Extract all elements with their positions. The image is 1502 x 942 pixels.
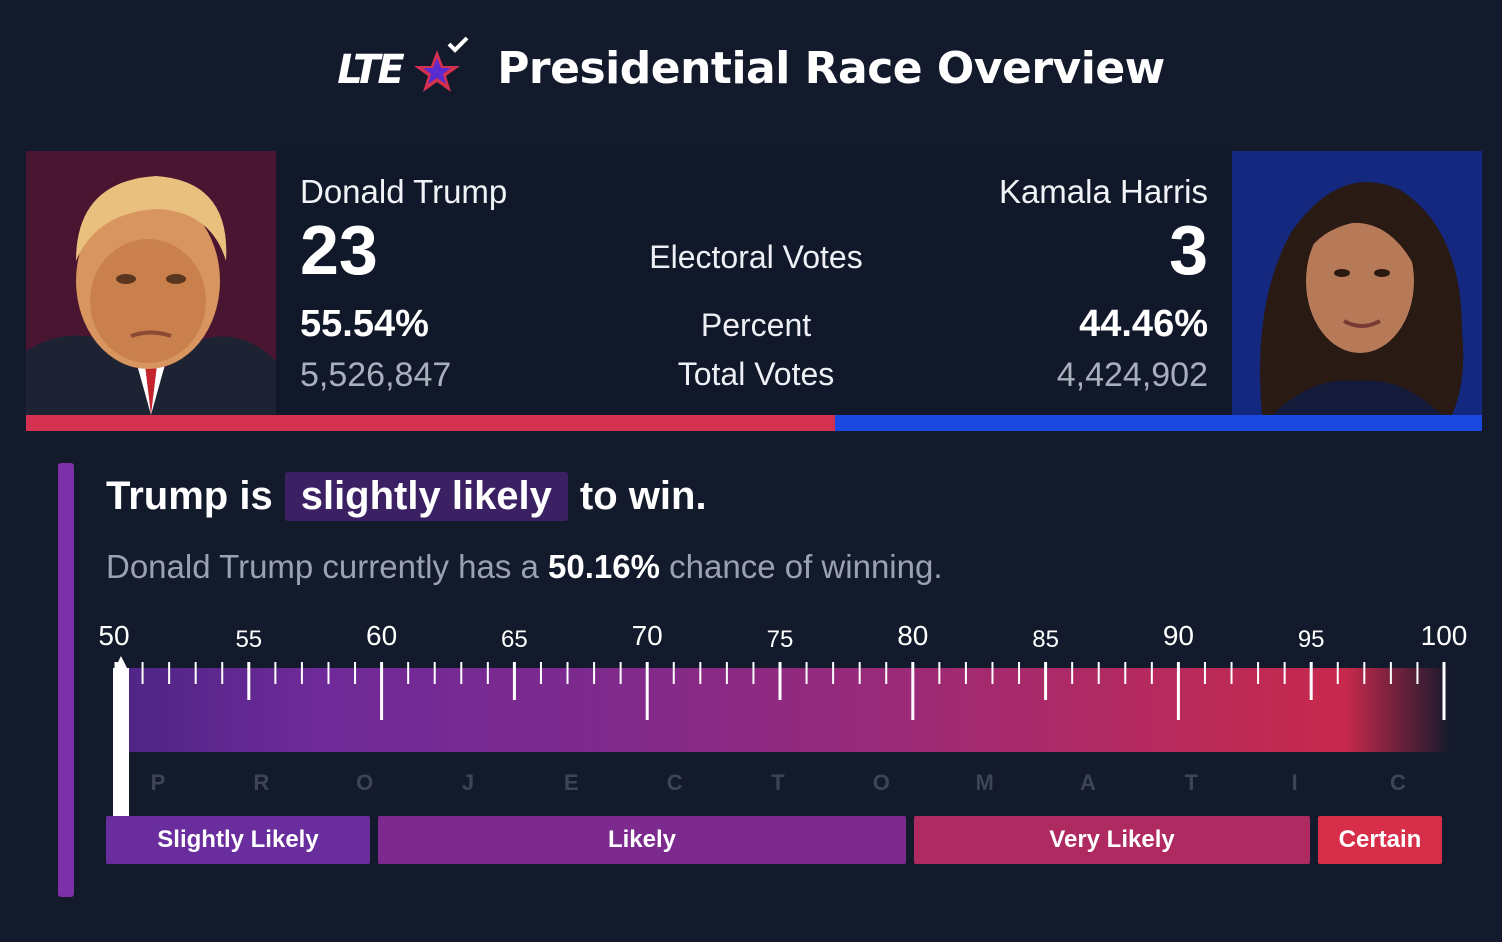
watermark-letter: A	[1080, 770, 1096, 795]
range-very-likely: Very Likely	[914, 816, 1310, 864]
probability-gauge	[116, 668, 1452, 752]
harris-stats: Kamala Harris 3 44.46% 4,424,902	[808, 151, 1208, 415]
watermark-letter: J	[461, 770, 475, 795]
tick-label-70: 70	[631, 620, 663, 651]
range-likely: Likely	[378, 816, 906, 864]
lte-logo: LTE	[337, 36, 473, 100]
watermark-letter: O	[872, 770, 890, 795]
page-header: LTE Presidential Race Overview	[0, 28, 1502, 108]
range-slightly-likely: Slightly Likely	[106, 816, 370, 864]
win-chance-value: 50.16%	[548, 548, 660, 585]
logo-text: LTE	[337, 47, 405, 93]
vote-split-bar	[26, 415, 1482, 431]
trump-electoral-votes: 23	[300, 211, 378, 289]
watermark-letter: E	[563, 770, 579, 795]
percent-label: Percent	[700, 307, 812, 343]
watermark-letter: R	[253, 770, 270, 795]
chance-marker-tip	[114, 656, 129, 670]
watermark-letter: I	[1291, 770, 1298, 795]
headline-likelihood: slightly likely	[284, 472, 568, 521]
watermark-letter: C	[1390, 770, 1406, 795]
range-certain: Certain	[1318, 816, 1442, 864]
watermark-letter: C	[666, 770, 683, 795]
candidates-panel: Donald Trump 23 55.54% 5,526,847 Elector…	[26, 151, 1482, 415]
page-title: Presidential Race Overview	[497, 42, 1165, 94]
watermark-letter: M	[975, 770, 994, 795]
section-accent-bar	[58, 463, 74, 897]
harris-total-votes: 4,424,902	[1056, 356, 1208, 394]
electoral-votes-label: Electoral Votes	[649, 239, 863, 275]
tick-label-60: 60	[366, 620, 398, 651]
tick-label-75: 75	[766, 626, 794, 653]
trump-name: Donald Trump	[300, 173, 508, 210]
tick-label-55: 55	[235, 626, 263, 653]
watermark-letter: O	[356, 770, 374, 795]
watermark-letter: P	[150, 770, 166, 795]
chance-marker	[113, 668, 130, 816]
trump-portrait-icon	[26, 151, 276, 415]
win-chance-suffix: chance of winning.	[659, 548, 943, 585]
total-votes-label: Total Votes	[677, 356, 835, 392]
projection-headline: Trump is slightly likely to win.	[106, 472, 707, 521]
harris-portrait-icon	[1232, 151, 1482, 415]
trump-share-bar	[26, 415, 835, 431]
win-chance-prefix: Donald Trump currently has a	[106, 548, 549, 585]
watermark-letter: T	[771, 770, 785, 795]
tick-label-80: 80	[897, 620, 929, 651]
win-chance-text: Donald Trump currently has a 50.16% chan…	[106, 548, 943, 586]
watermark-letter: T	[1184, 770, 1199, 795]
tick-label-50: 50	[98, 620, 130, 651]
tick-label-95: 95	[1297, 626, 1325, 653]
harris-share-bar	[834, 415, 1482, 431]
tick-label-90: 90	[1162, 620, 1194, 651]
tick-label-100: 100	[1420, 620, 1468, 651]
harris-percent: 44.46%	[1079, 303, 1208, 345]
tick-label-85: 85	[1032, 626, 1059, 653]
headline-suffix: to win.	[579, 474, 707, 518]
trump-stats: Donald Trump 23 55.54% 5,526,847	[300, 151, 700, 415]
headline-prefix: Trump is	[106, 474, 273, 518]
harris-electoral-votes: 3	[1169, 211, 1208, 289]
logo-star-icon	[414, 36, 469, 92]
harris-name: Kamala Harris	[998, 173, 1208, 210]
tick-label-65: 65	[501, 626, 528, 653]
trump-total-votes: 5,526,847	[300, 356, 452, 394]
trump-percent: 55.54%	[300, 303, 429, 345]
